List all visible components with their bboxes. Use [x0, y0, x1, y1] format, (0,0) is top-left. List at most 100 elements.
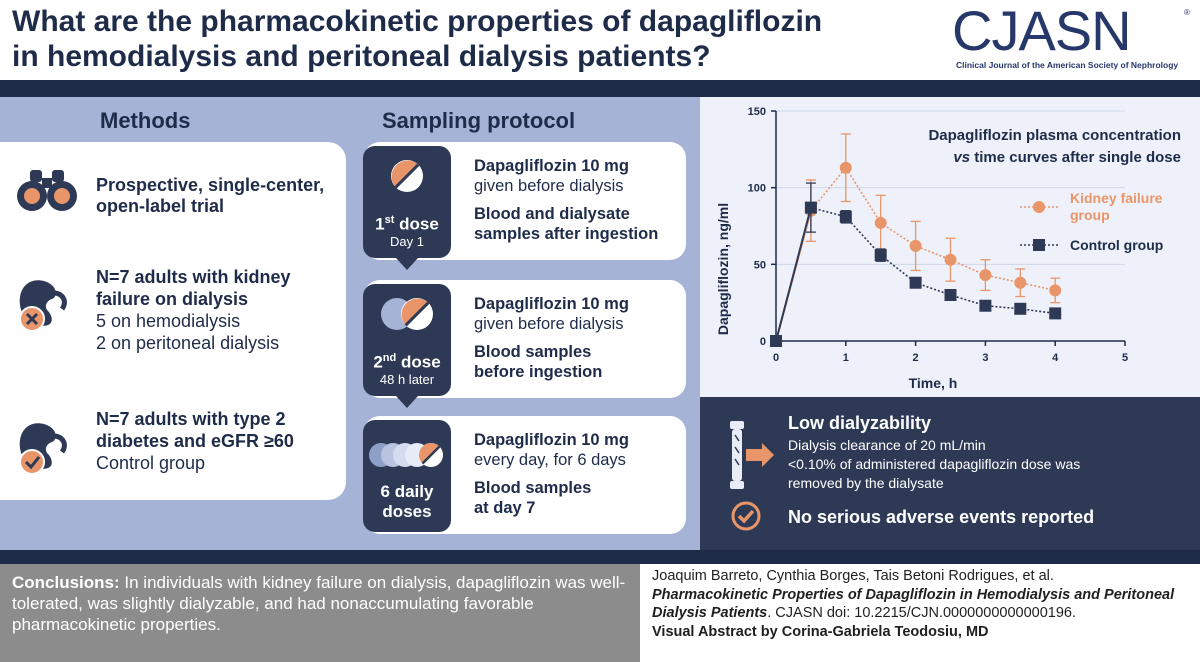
x-tick-label: 5: [1122, 352, 1128, 364]
two-pills-icon: [381, 298, 433, 330]
chart-title-rest: time curves after single dose: [970, 149, 1181, 166]
x-tick-label: 4: [1052, 352, 1059, 364]
conclusions-box: Conclusions: In individuals with kidney …: [0, 564, 640, 662]
data-point: [839, 161, 852, 174]
methods-heading: Methods: [100, 108, 191, 133]
safety-text: No serious adverse events reported: [788, 507, 1095, 527]
step-2-text: Dapagliflozin 10 mg given before dialysi…: [474, 294, 629, 382]
step-1-sample-2: samples after ingestion: [474, 225, 659, 243]
dialyzability-line-2: <0.10% of administered dapagliflozin dos…: [788, 456, 1081, 472]
methods-item-control: N=7 adults with type 2 diabetes and eGFR…: [96, 408, 294, 474]
series-1: [770, 182, 1062, 347]
title-line-2: in hemodialysis and peritoneal dialysis …: [12, 40, 711, 73]
data-point: [909, 276, 922, 289]
y-tick-label: 0: [760, 336, 766, 348]
logo-wordmark: CJASN: [952, 0, 1132, 62]
data-point: [874, 249, 887, 262]
series-rise-line: [775, 207, 812, 342]
dialyzability-line-1: Dialysis clearance of 20 mL/min: [788, 437, 986, 453]
citation-title: Pharmacokinetic Properties of Dapagliflo…: [652, 586, 1175, 622]
x-tick-label: 2: [913, 352, 919, 364]
data-point: [909, 239, 922, 252]
y-tick-label: 100: [748, 183, 766, 195]
step-2-sample-2: before ingestion: [474, 363, 603, 381]
y-tick-label: 150: [748, 106, 766, 118]
citation-doi: . CJASN doi: 10.2215/CJN.000000000000019…: [767, 605, 1076, 621]
title-line-1: What are the pharmacokinetic properties …: [12, 5, 823, 38]
dialysis-line-4: 2 on peritoneal dialysis: [96, 333, 280, 353]
step-3-sample-2: at day 7: [474, 499, 536, 517]
kidney-control-icon: [19, 423, 67, 475]
dose-2-box: 2nd dose 48 h later: [363, 284, 451, 396]
y-tick-label: 50: [754, 259, 766, 271]
bottom-divider-bar: [0, 550, 1200, 564]
step-3-drug: Dapagliflozin 10 mg: [474, 431, 629, 449]
dose-2-label: 2nd dose: [373, 352, 441, 372]
data-point: [1049, 307, 1062, 320]
chart-y-label: Dapagliflozin, ng/ml: [715, 203, 731, 335]
legend: Kidney failure group Control group: [1020, 190, 1163, 253]
legend-kidney-marker: [1033, 201, 1045, 213]
dialyzability-line-3: removed by the dialysate: [788, 475, 944, 491]
step-2-sample-1: Blood samples: [474, 343, 592, 361]
legend-control-label: Control group: [1070, 237, 1163, 253]
pill-icon: [391, 160, 423, 192]
data-point: [979, 299, 992, 312]
dialyzer-icon: [730, 421, 774, 489]
step-1-text: Dapagliflozin 10 mg given before dialysi…: [474, 156, 658, 244]
control-line-2: diabetes and eGFR ≥60: [96, 431, 294, 451]
chart-title-line-2: vs time curves after single dose: [953, 149, 1181, 166]
design-line-2: open-label trial: [96, 196, 225, 216]
dialyzability-details: Dialysis clearance of 20 mL/min <0.10% o…: [788, 436, 1080, 493]
dose-1-timing: Day 1: [390, 234, 424, 249]
chart-series: [770, 133, 1062, 347]
step-3-sample-1: Blood samples: [474, 479, 592, 497]
data-point: [944, 289, 957, 301]
data-point: [874, 216, 887, 229]
step-3-drug-note: every day, for 6 days: [474, 451, 626, 469]
dialysis-line-1: N=7 adults with kidney: [96, 267, 291, 287]
series-line: [810, 166, 1056, 292]
logo-subtitle: Clinical Journal of the American Society…: [956, 60, 1179, 70]
sampling-heading: Sampling protocol: [382, 108, 576, 133]
control-line-3: Control group: [96, 453, 206, 473]
pk-chart: 0 50 100 150 0 1 2 3 4 5 Dapagliflozin plasma con…: [715, 106, 1181, 391]
arrow-down-icon: [396, 396, 418, 408]
design-line-1: Prospective, single-center,: [96, 175, 325, 195]
citation-credit: Visual Abstract by Corina-Gabriela Teodo…: [652, 623, 989, 640]
daily-pills-icon: [369, 442, 443, 467]
dialysis-line-3: 5 on hemodialysis: [96, 311, 241, 331]
step-1-drug: Dapagliflozin 10 mg: [474, 157, 629, 175]
series-line: [810, 206, 1056, 315]
data-point: [839, 210, 852, 223]
dialyzability-title: Low dialyzability: [788, 413, 932, 433]
citation-authors: Joaquim Barreto, Cynthia Borges, Tais Be…: [652, 568, 1054, 584]
results-panel: Low dialyzability Dialysis clearance of …: [700, 397, 1200, 550]
legend-kidney-label-2: group: [1070, 207, 1110, 223]
chart-x-label: Time, h: [909, 375, 958, 391]
dialysis-line-2: failure on dialysis: [96, 289, 249, 309]
dose-1-label: 1st dose: [375, 214, 439, 234]
logo-registered-mark: ®: [1184, 8, 1190, 17]
arrow-down-icon: [396, 258, 418, 270]
chart-title-line-1: Dapagliflozin plasma concentration: [928, 127, 1181, 144]
legend-kidney-label-1: Kidney failure: [1070, 190, 1163, 206]
step-1-drug-note: given before dialysis: [474, 177, 624, 195]
cjasn-logo: CJASN ® Clinical Journal of the American…: [952, 2, 1192, 78]
step-2-drug: Dapagliflozin 10 mg: [474, 295, 629, 313]
legend-control-marker: [1033, 239, 1045, 251]
conclusions-text: In individuals with kidney failure on di…: [12, 573, 626, 634]
citation: Joaquim Barreto, Cynthia Borges, Tais Be…: [652, 567, 1197, 641]
conclusions-label: Conclusions:: [12, 573, 120, 592]
methods-item-dialysis: N=7 adults with kidney failure on dialys…: [96, 266, 291, 354]
data-point: [1014, 302, 1027, 315]
data-point: [770, 335, 782, 347]
dose-3-label-2: doses: [382, 502, 432, 521]
control-line-1: N=7 adults with type 2: [96, 409, 286, 429]
dose-3-box: 6 daily doses: [363, 420, 451, 532]
data-point: [804, 201, 817, 214]
dose-2-timing: 48 h later: [379, 372, 435, 387]
data-point: [979, 269, 992, 282]
page-title: What are the pharmacokinetic properties …: [12, 4, 892, 74]
dose-3-label-1: 6 daily: [380, 482, 434, 501]
